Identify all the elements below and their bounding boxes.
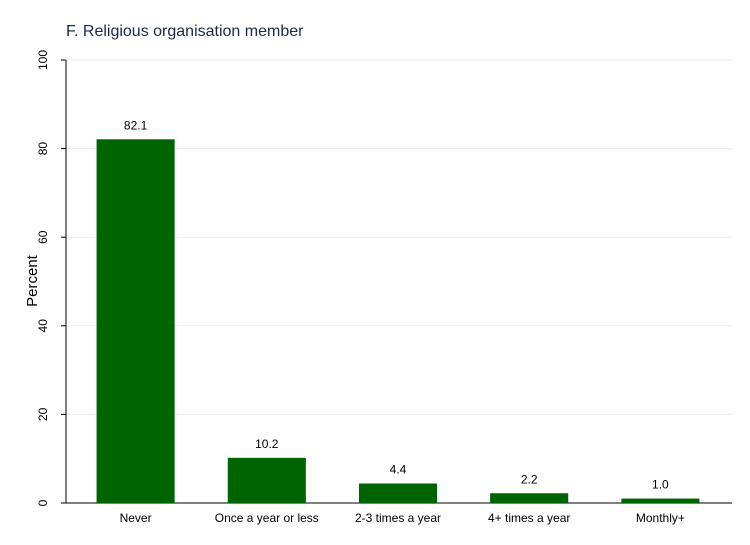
- data-labels: 82.1 10.2 4.4 2.2 1.0: [124, 118, 669, 491]
- y-axis-label: Percent: [24, 254, 41, 307]
- data-label: 4.4: [390, 463, 407, 477]
- bar: [358, 483, 438, 503]
- y-tick-label: 20: [36, 407, 50, 421]
- x-tick-label: 2-3 times a year: [355, 511, 441, 525]
- data-label: 10.2: [255, 437, 279, 451]
- data-label: 82.1: [124, 118, 148, 132]
- gridlines: [66, 59, 732, 415]
- y-tick-label: 60: [36, 230, 50, 244]
- x-tick-label: Never: [120, 511, 152, 525]
- y-tick-label: 0: [36, 499, 50, 506]
- bars: [96, 139, 700, 503]
- bar: [227, 457, 306, 503]
- x-tick-label: Monthly+: [636, 511, 685, 525]
- y-tick-label: 40: [36, 319, 50, 333]
- x-tick-label: 4+ times a year: [488, 511, 570, 525]
- x-axis-ticks: Never Once a year or less 2-3 times a year…: [120, 511, 685, 525]
- bar: [490, 493, 569, 503]
- data-label: 1.0: [652, 478, 669, 492]
- y-tick-label: 80: [36, 142, 50, 156]
- bar: [621, 498, 700, 503]
- y-tick-label: 100: [36, 50, 50, 70]
- chart-title: F. Religious organisation member: [66, 23, 304, 40]
- data-label: 2.2: [521, 472, 538, 486]
- bar: [96, 139, 175, 503]
- y-axis-ticks: 0 20 40 60 80 100: [36, 50, 66, 506]
- x-tick-label: Once a year or less: [215, 511, 319, 525]
